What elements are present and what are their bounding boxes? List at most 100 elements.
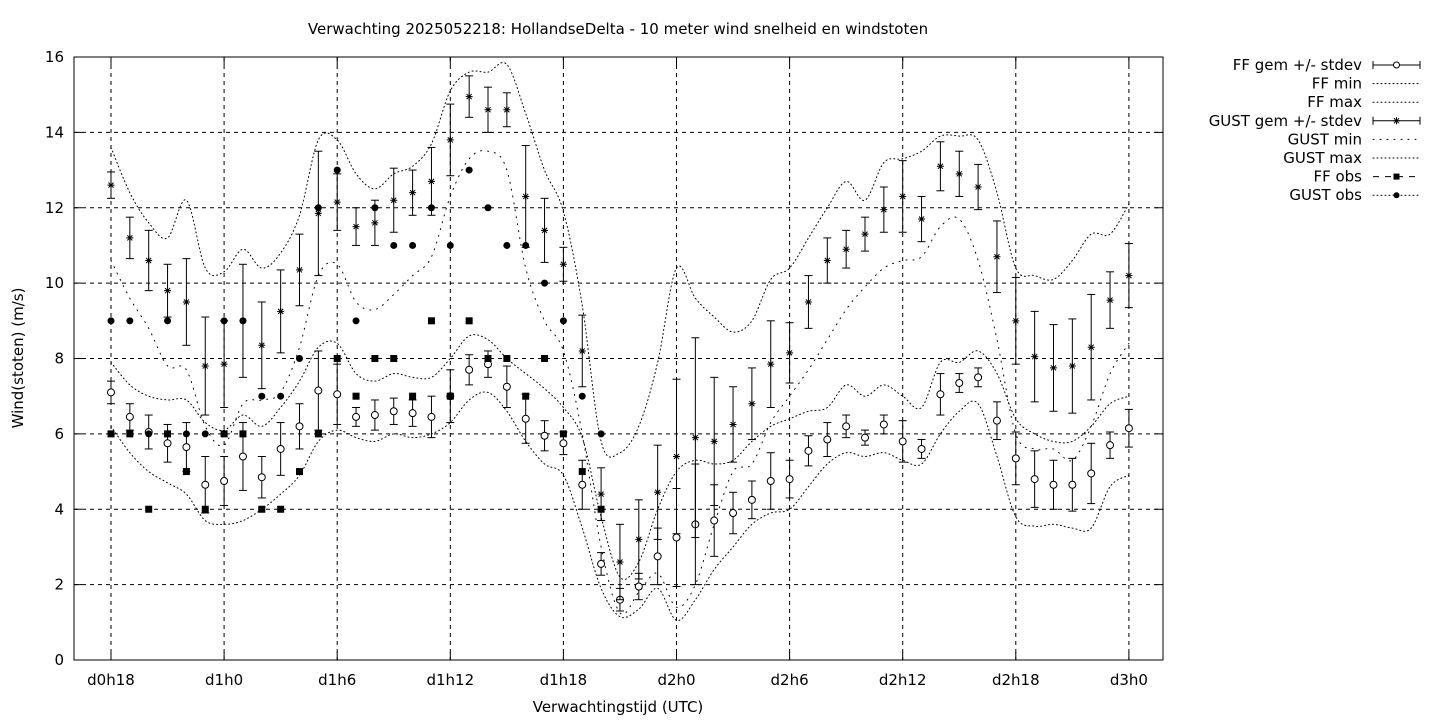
gust-errorbar: [804, 275, 813, 329]
y-tick-label: 16: [45, 48, 64, 66]
ff-mean-point: [842, 422, 851, 431]
gust-errorbar: [578, 314, 587, 388]
ff-obs-point: [578, 468, 586, 476]
gust-mean-point: [446, 136, 454, 144]
gust-errorbar: [653, 444, 662, 540]
axes: 0 2 4 6 8 10 12 14 16 d0h18 d1h0 d1h6 d1h12 d1h18 d2h0…: [45, 48, 1164, 689]
ff-errorbar: [257, 455, 266, 499]
ff-errorbar: [295, 403, 304, 450]
ff-obs-point: [371, 355, 379, 362]
y-tick-label: 2: [54, 576, 64, 594]
ff-mean-point: [427, 412, 436, 421]
legend-item: FF min: [1312, 75, 1421, 93]
gust-mean-point: [1125, 272, 1133, 280]
min-max-bands: [110, 62, 1130, 621]
gust-errorbar: [615, 523, 624, 601]
ff-errorbar: [465, 354, 474, 386]
grid-lines: [74, 57, 1163, 660]
gust-mean-point: [918, 215, 926, 223]
gust-mean-point: [673, 452, 680, 460]
gust-errorbar: [1087, 293, 1096, 401]
ff-errorbar: [540, 420, 549, 452]
gust-errorbar: [917, 195, 926, 243]
gust-mean-point: [314, 209, 322, 217]
plot-border: [73, 56, 1164, 661]
gust-errorbar: [766, 320, 775, 408]
gust-mean-point: [654, 488, 662, 496]
ff-errorbar: [955, 373, 964, 393]
legend-item: FF max: [1307, 93, 1421, 111]
ff-errorbar: [125, 403, 134, 431]
gust-obs-point: [220, 317, 228, 325]
gust-mean-point: [974, 183, 982, 191]
ff-mean-point: [125, 412, 134, 421]
gust-mean-point: [541, 226, 549, 234]
ff-mean-point: [107, 388, 115, 397]
legend-label: FF max: [1307, 93, 1362, 111]
observation-series: [107, 166, 605, 513]
ff-errorbar: [634, 572, 643, 601]
ff-errorbar: [747, 480, 756, 520]
ff-mean-point: [653, 552, 662, 561]
gust-errorbar: [144, 229, 153, 292]
ff-errorbar: [1011, 431, 1020, 486]
ff-mean-point: [502, 382, 511, 391]
legend-label: GUST min: [1288, 130, 1362, 148]
gust-mean-point: [1106, 296, 1114, 304]
gust-errorbar: [257, 301, 266, 390]
gust-errorbar: [992, 220, 1001, 294]
gust-obs-point: [182, 430, 190, 438]
gust-errorbar: [502, 92, 511, 128]
ff-mean-point: [1124, 424, 1133, 433]
gust-errorbar: [465, 75, 474, 118]
gust-mean-point: [107, 181, 115, 189]
gust-mean-point: [899, 192, 907, 200]
ff-mean-point: [540, 431, 549, 440]
ff-mean-point: [672, 533, 681, 542]
legend-marker: [1393, 192, 1400, 199]
gust-mean-point: [427, 177, 435, 185]
ff-mean-point: [333, 390, 342, 399]
ff-errorbar: [917, 439, 926, 459]
gust-obs-point: [559, 317, 567, 325]
gust-obs-point: [333, 166, 341, 174]
ff-mean-point: [352, 412, 361, 421]
gust-obs-point: [390, 241, 398, 249]
series-line-gust-min: [110, 150, 1130, 615]
gust-mean-point: [936, 162, 944, 170]
x-tick-label: d2h18: [992, 671, 1040, 689]
ff-mean-point: [992, 416, 1001, 425]
legend-item: FF gem +/- stdev: [1233, 56, 1421, 74]
gust-errorbar: [201, 316, 210, 416]
gust-obs-point: [446, 241, 454, 249]
gust-mean-point: [1087, 343, 1095, 351]
x-tick-label: d1h6: [318, 671, 356, 689]
gust-mean-point: [352, 223, 360, 231]
gust-errorbar: [1068, 318, 1077, 414]
gust-mean-point: [503, 106, 511, 114]
legend-item: GUST min: [1288, 130, 1421, 148]
gust-mean-point: [220, 360, 228, 368]
ff-obs-point: [201, 505, 209, 513]
gust-obs-point: [427, 204, 435, 212]
ff-errorbar: [1124, 408, 1133, 448]
ff-obs-point: [465, 317, 473, 325]
gust-mean-point: [559, 260, 567, 268]
gust-errorbar: [1106, 271, 1115, 329]
ff-errorbar: [1049, 459, 1058, 510]
x-tick-label: d3h0: [1110, 671, 1148, 689]
gust-errorbar: [823, 237, 832, 284]
ff-mean-point: [597, 559, 606, 568]
gust-mean-point: [277, 307, 285, 315]
ff-obs-point: [333, 355, 341, 362]
series-line-ff-min: [110, 391, 1130, 621]
ff-obs-point: [503, 355, 511, 362]
ff-errorbar: [597, 552, 606, 576]
gust-obs-point: [239, 317, 247, 325]
gust-errorbar: [389, 167, 398, 233]
ff-mean-point: [465, 365, 474, 374]
ff-errorbar: [861, 429, 869, 446]
gust-errorbar: [691, 337, 700, 539]
